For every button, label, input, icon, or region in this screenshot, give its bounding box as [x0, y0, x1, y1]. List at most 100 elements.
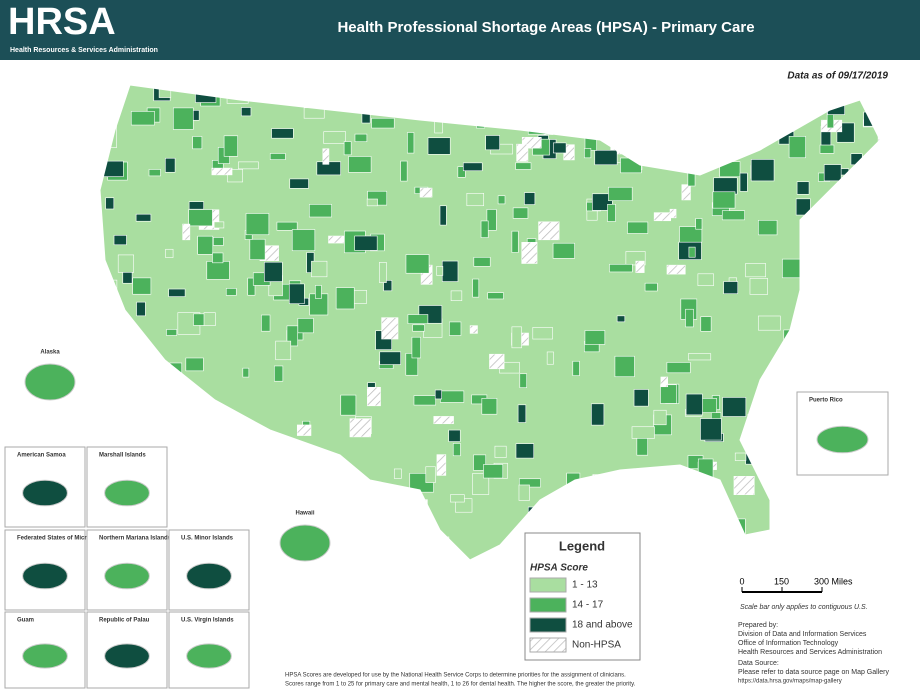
- county-patch: [456, 85, 475, 90]
- credit-line: Office of Information Technology: [738, 640, 839, 647]
- county-patch: [517, 404, 527, 423]
- county-patch: [100, 383, 112, 403]
- county-patch: [113, 235, 127, 246]
- county-patch: [607, 204, 616, 222]
- county-patch: [311, 260, 328, 278]
- county-patch: [212, 252, 224, 264]
- county-patch: [653, 212, 671, 222]
- county-patch: [883, 235, 903, 254]
- county-patch: [274, 365, 284, 382]
- inset-land: [104, 643, 150, 669]
- county-patch: [733, 476, 755, 495]
- county-patch: [105, 94, 121, 114]
- county-patch: [666, 264, 686, 275]
- county-patch: [349, 418, 372, 438]
- legend-label: 14 - 17: [572, 600, 604, 611]
- county-patch: [734, 452, 747, 461]
- county-patch: [340, 394, 357, 416]
- county-patch: [749, 278, 768, 295]
- county-patch: [328, 235, 345, 244]
- county-patch: [768, 416, 778, 424]
- county-patch: [473, 256, 491, 267]
- county-patch: [261, 314, 271, 332]
- county-patch: [852, 498, 870, 515]
- county-patch: [334, 503, 354, 522]
- county-patch: [200, 471, 219, 479]
- county-patch: [747, 414, 763, 429]
- county-patch: [616, 133, 630, 152]
- county-patch: [412, 324, 425, 332]
- county-patch: [368, 548, 390, 560]
- county-patch: [407, 132, 415, 154]
- county-patch: [245, 213, 270, 236]
- county-patch: [238, 161, 259, 170]
- county-patch: [660, 376, 669, 388]
- inset-land: [186, 562, 232, 590]
- county-patch: [481, 398, 498, 415]
- county-patch: [309, 204, 332, 218]
- county-patch: [271, 128, 294, 139]
- county-patch: [335, 287, 355, 310]
- county-patch: [286, 325, 299, 347]
- county-patch: [543, 120, 554, 135]
- county-patch: [594, 149, 618, 166]
- county-patch: [433, 416, 454, 425]
- county-patch: [408, 499, 428, 518]
- county-patch: [685, 308, 694, 328]
- county-patch: [570, 497, 593, 511]
- county-patch: [135, 213, 152, 222]
- county-patch: [361, 102, 371, 124]
- county-patch: [758, 219, 778, 236]
- county-patch: [769, 487, 789, 498]
- inset-land: [186, 643, 232, 669]
- county-patch: [188, 209, 213, 227]
- county-patch: [726, 518, 746, 538]
- county-patch: [876, 153, 880, 173]
- legend-label: 1 - 13: [572, 580, 598, 591]
- county-patch: [571, 483, 595, 497]
- county-patch: [296, 424, 312, 436]
- county-patch: [469, 325, 478, 334]
- county-patch: [371, 502, 392, 514]
- county-patch: [315, 285, 322, 299]
- legend-box: [524, 532, 641, 661]
- county-patch: [430, 90, 452, 103]
- county-patch: [400, 160, 408, 182]
- legend-label: 18 and above: [572, 620, 633, 631]
- county-patch: [515, 162, 532, 170]
- county-patch: [288, 283, 305, 305]
- county-patch: [584, 520, 592, 533]
- inset-label: Federated States of Micronesia: [17, 536, 106, 542]
- county-patch: [402, 512, 422, 528]
- county-patch: [440, 390, 465, 403]
- county-patch: [516, 143, 529, 162]
- county-patch: [466, 192, 485, 207]
- county-patch: [100, 295, 115, 308]
- county-patch: [139, 426, 149, 444]
- footnote: Scores range from 1 to 25 for primary ca…: [285, 682, 636, 688]
- county-patch: [664, 104, 679, 119]
- county-patch: [875, 85, 880, 102]
- county-patch: [483, 464, 504, 479]
- county-patch: [697, 458, 714, 480]
- county-patch: [518, 484, 530, 501]
- legend-label: Non-HPSA: [572, 640, 621, 651]
- county-patch: [688, 246, 696, 258]
- county-patch: [269, 153, 286, 160]
- county-patch: [883, 334, 892, 340]
- county-patch: [448, 429, 461, 442]
- county-patch: [877, 134, 880, 149]
- county-patch: [853, 291, 864, 307]
- county-patch: [105, 90, 117, 107]
- inset-land: [279, 524, 331, 562]
- county-patch: [695, 218, 703, 230]
- county-patch: [660, 384, 677, 404]
- county-patch: [225, 288, 237, 296]
- legend-subtitle: HPSA Score: [530, 563, 588, 574]
- county-patch: [670, 488, 678, 504]
- header-bar: [0, 0, 920, 60]
- county-patch: [849, 170, 864, 186]
- county-patch: [275, 340, 292, 361]
- county-patch: [449, 321, 462, 336]
